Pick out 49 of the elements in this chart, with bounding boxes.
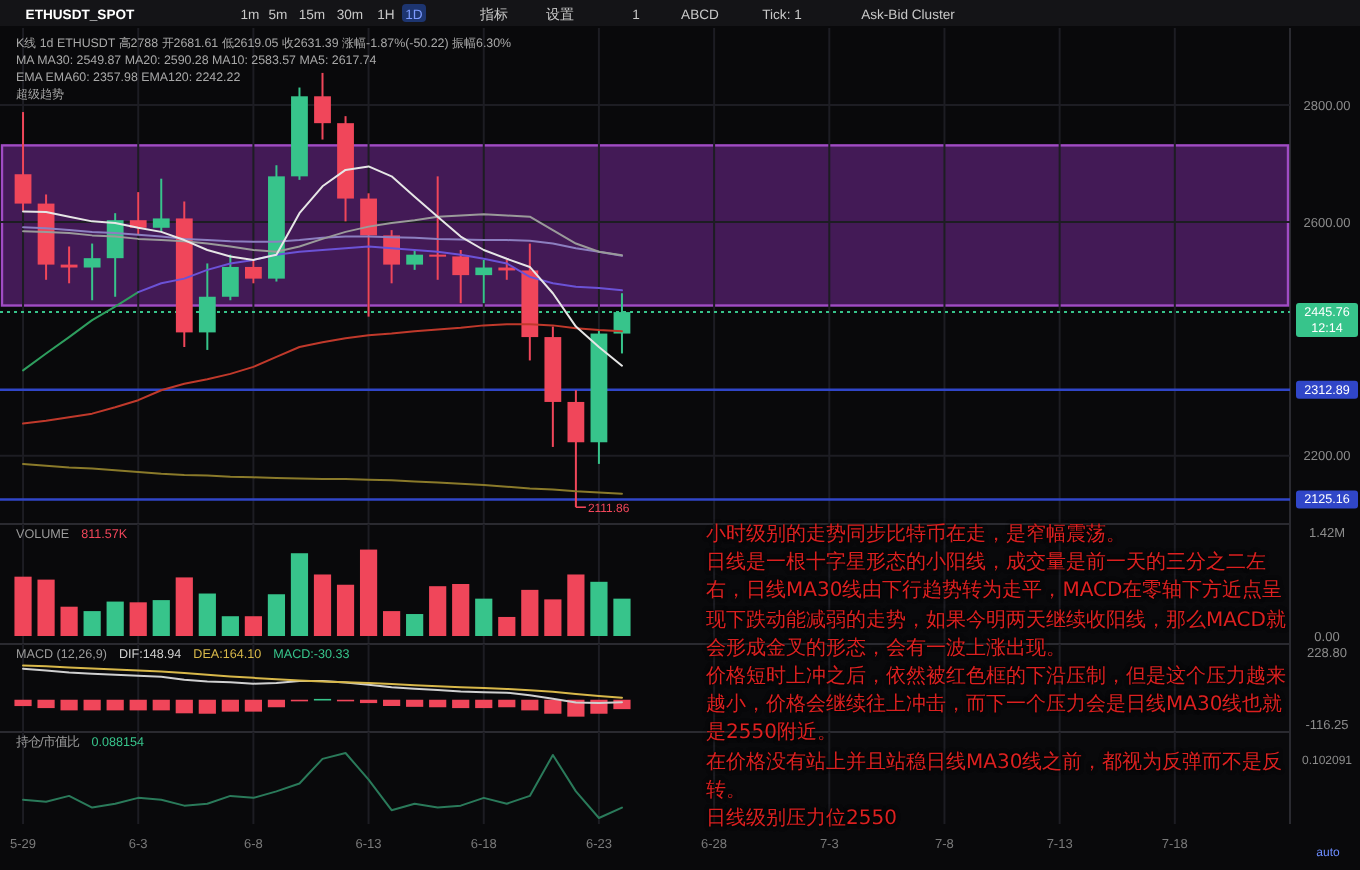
bar xyxy=(313,574,332,636)
annotation: 日线是一根十字星形态的小阳线，成交量是前一天的三分之二左右，日线MA30线由下行趋势转为走平，MACD在零轴下方近点呈现下跌动能减弱的走势，如果今明两天继续收阳线，那么MACD就会形成金叉的形态，会有一波上涨出现。 xyxy=(706,550,1288,664)
bar xyxy=(290,553,309,636)
candlestick xyxy=(475,258,493,305)
bar xyxy=(590,581,608,636)
annotation: 价格短时上冲之后，依然被红色框的下沿压制，但是这个压力越来越小，价格会继续往上冲击，而下一个压力会是日线MA30线也就是2550附近。 xyxy=(706,664,1288,749)
candlestick xyxy=(406,248,424,271)
bar xyxy=(152,600,170,636)
bar xyxy=(198,593,216,636)
bar xyxy=(406,614,424,636)
candlestick xyxy=(83,242,101,302)
bar xyxy=(267,594,286,636)
bar xyxy=(175,577,193,636)
candlestick xyxy=(567,389,585,509)
bar xyxy=(37,579,55,636)
bar xyxy=(452,584,470,636)
bar xyxy=(521,589,539,636)
bar xyxy=(60,606,78,636)
line-series xyxy=(22,165,623,367)
bar xyxy=(129,602,147,636)
bar xyxy=(14,576,32,636)
candlestick xyxy=(129,191,147,236)
candlestick xyxy=(60,245,78,285)
candlestick xyxy=(429,175,447,281)
bar xyxy=(359,549,378,636)
line-series xyxy=(22,462,623,495)
bar xyxy=(429,586,447,636)
line-series xyxy=(22,291,140,372)
candlestick xyxy=(360,192,377,318)
candlestick xyxy=(152,177,170,233)
bar xyxy=(221,616,239,636)
candlestick xyxy=(14,111,32,212)
candlestick xyxy=(452,248,470,305)
candlestick xyxy=(314,71,331,141)
bar xyxy=(336,584,355,636)
bar xyxy=(567,574,585,636)
bar xyxy=(83,611,101,636)
bar xyxy=(613,598,631,636)
bar xyxy=(498,616,516,636)
bar xyxy=(544,599,562,636)
bar xyxy=(383,611,401,636)
candlestick xyxy=(244,258,262,285)
annotation: 在价格没有站上并且站稳日线MA30线之前，都视为反弹而不是反转。 xyxy=(706,749,1285,806)
annotation: 小时级别的走势同步比特币在走，是窄幅震荡。 xyxy=(706,522,1128,550)
annotation: 日线级别压力位2550 xyxy=(706,806,899,835)
bar xyxy=(244,616,262,636)
bar xyxy=(106,601,124,636)
candlestick xyxy=(221,253,239,302)
bar xyxy=(475,598,493,636)
